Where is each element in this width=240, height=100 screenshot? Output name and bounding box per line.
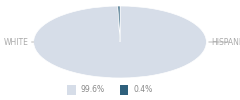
Text: 99.6%: 99.6% [80, 86, 105, 94]
Wedge shape [118, 6, 120, 42]
FancyBboxPatch shape [67, 85, 76, 95]
Text: 0.4%: 0.4% [133, 86, 152, 94]
Text: WHITE: WHITE [4, 38, 34, 46]
FancyBboxPatch shape [120, 85, 128, 95]
Text: HISPANIC: HISPANIC [209, 38, 240, 46]
Wedge shape [34, 6, 206, 78]
